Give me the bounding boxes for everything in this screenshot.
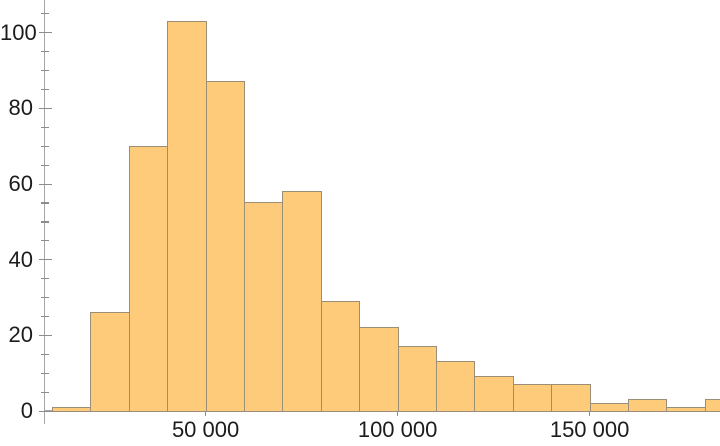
histogram-bar (474, 376, 514, 412)
histogram-bar (52, 406, 91, 412)
y-major-tick (39, 334, 52, 337)
y-minor-tick (41, 202, 49, 204)
y-major-tick (39, 107, 52, 110)
histogram-bar (129, 145, 168, 412)
y-minor-tick (41, 51, 49, 53)
y-minor-tick (41, 13, 49, 15)
histogram-bar (513, 383, 552, 412)
histogram-bar (90, 312, 130, 412)
histogram-bar (321, 300, 360, 412)
y-minor-tick (41, 391, 49, 393)
y-tick-label: 20 (8, 322, 33, 348)
histogram-bar (436, 361, 475, 412)
y-minor-tick (41, 126, 49, 128)
histogram-bar (282, 190, 322, 412)
y-minor-tick (41, 353, 49, 355)
x-tick-label: 50 000 (171, 417, 240, 442)
y-major-tick (39, 259, 52, 261)
x-tick-label: 150 000 (549, 417, 630, 442)
histogram-bar (628, 399, 667, 412)
y-minor-tick (41, 70, 49, 72)
y-major-tick (39, 183, 52, 185)
histogram-bar (244, 202, 283, 412)
y-minor-tick (41, 88, 49, 91)
y-minor-tick (41, 278, 49, 280)
histogram-bar (666, 406, 706, 412)
histogram-bar (167, 20, 207, 412)
y-minor-tick (41, 240, 49, 242)
y-tick-label: 100 (0, 19, 37, 45)
y-axis-line (43, 0, 45, 424)
histogram-bar (206, 81, 245, 412)
y-major-tick (39, 32, 52, 34)
histogram-bar (359, 327, 399, 412)
y-minor-tick (41, 221, 49, 223)
histogram-bar (705, 399, 720, 412)
y-tick-label: 40 (8, 246, 33, 272)
histogram-bar (551, 383, 591, 412)
histogram-bar (590, 402, 629, 412)
y-minor-tick (41, 297, 49, 299)
y-major-tick (39, 410, 52, 412)
y-minor-tick (41, 372, 49, 374)
histogram-bar (398, 346, 437, 412)
y-minor-tick (41, 164, 49, 166)
y-minor-tick (41, 315, 49, 318)
y-tick-label: 60 (8, 171, 33, 197)
x-tick-label: 100 000 (357, 417, 438, 442)
y-tick-label: 0 (20, 398, 33, 424)
y-tick-label: 80 (8, 95, 33, 121)
y-minor-tick (41, 145, 49, 147)
